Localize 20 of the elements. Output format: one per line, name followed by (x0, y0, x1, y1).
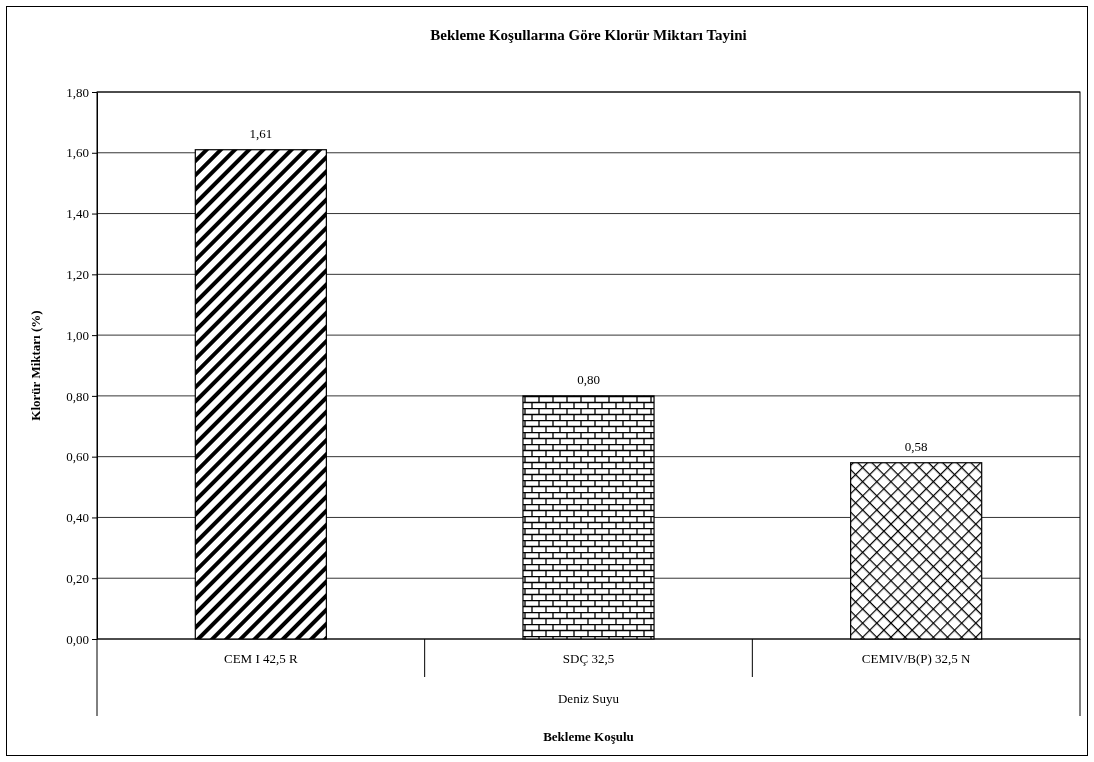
x-tick-label: CEMIV/B(P) 32,5 N (861, 651, 972, 666)
y-tick-label: 1,60 (66, 145, 89, 161)
y-tick-label: 0,60 (66, 449, 89, 465)
y-tick-label: 0,00 (66, 631, 89, 647)
chart-title: Bekleme Koşullarına Göre Klorür Miktarı Tayini (430, 27, 747, 43)
y-tick-label: 0,40 (66, 510, 89, 526)
y-tick-label: 1,80 (66, 84, 89, 100)
data-label: 0,58 (904, 438, 928, 454)
data-label: 0,80 (577, 371, 600, 387)
y-tick-label: 1,40 (66, 206, 89, 222)
text: Deniz Suyu (557, 691, 620, 706)
y-tick-label: 0,80 (66, 388, 89, 404)
data-label: 1,61 (249, 125, 273, 141)
y-tick-label: 0,20 (66, 570, 89, 586)
y-axis-title: Klorür Miktarı (%) (28, 310, 43, 421)
x-axis-title: Bekleme Koşulu (543, 729, 634, 744)
y-tick-label: 1,20 (66, 266, 89, 282)
x-tick-label: CEM I 42,5 R (224, 651, 298, 666)
x-tick-label: SDÇ 32,5 (562, 651, 615, 666)
y-tick-label: 1,00 (66, 327, 89, 343)
